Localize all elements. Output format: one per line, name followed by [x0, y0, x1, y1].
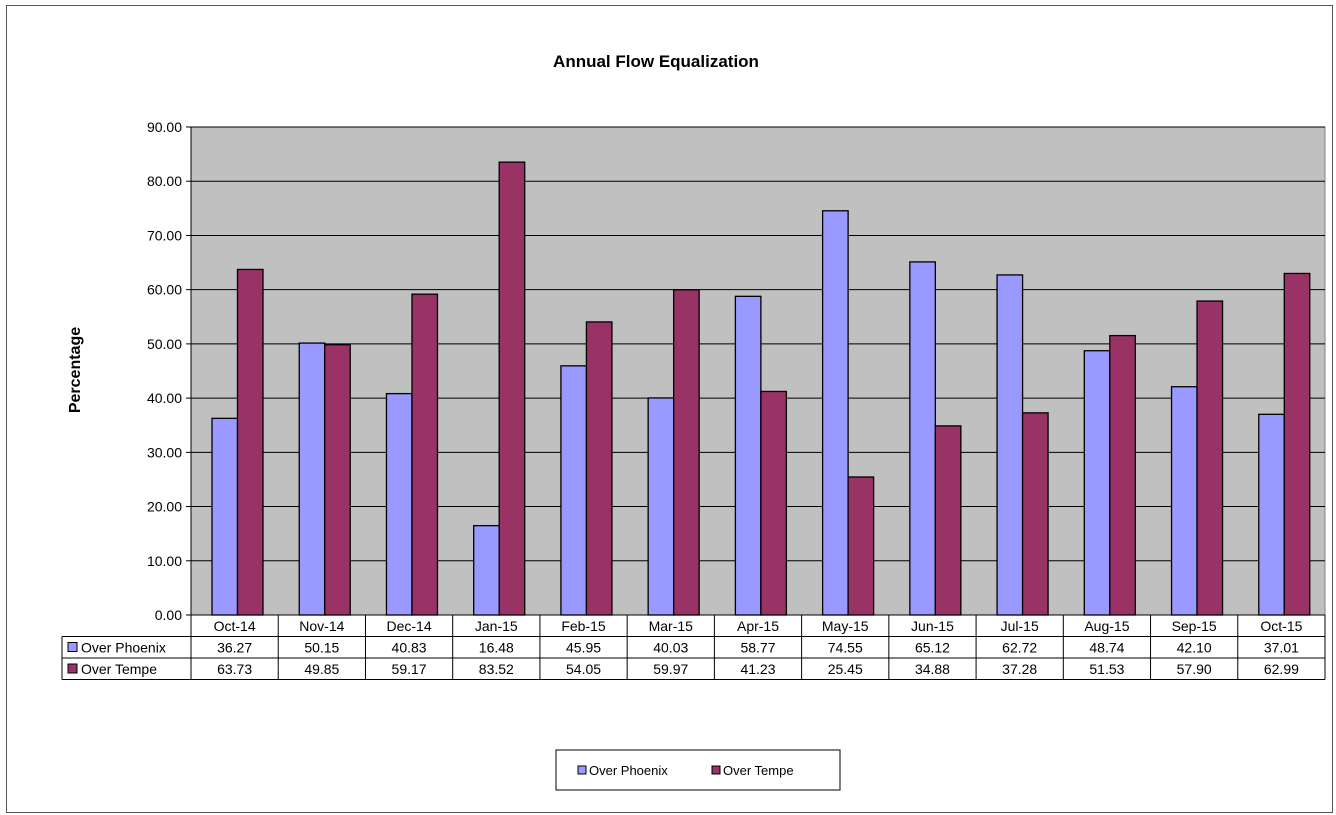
table-value: 36.27: [217, 640, 252, 656]
y-tick-label: 60.00: [147, 282, 182, 298]
y-tick-label: 90.00: [147, 119, 182, 135]
table-value: 58.77: [740, 640, 775, 656]
bar-over-tempe: [1196, 300, 1224, 616]
table-legend-swatch: [67, 642, 78, 652]
bar-over-phoenix: [1170, 386, 1198, 616]
category-label: Nov-14: [299, 618, 344, 634]
table-value: 37.28: [1002, 661, 1037, 677]
category-label: Oct-14: [214, 618, 256, 634]
bar-over-tempe: [498, 161, 526, 616]
table-value: 59.97: [653, 661, 688, 677]
category-label: Apr-15: [737, 618, 779, 634]
y-axis-label: Percentage: [67, 327, 84, 413]
chart-title: Annual Flow Equalization: [553, 52, 759, 71]
bar-over-phoenix: [734, 295, 762, 616]
table-value: 74.55: [828, 640, 863, 656]
y-tick-label: 50.00: [147, 336, 182, 352]
table-value: 42.10: [1177, 640, 1212, 656]
bar-over-tempe: [585, 321, 613, 616]
bar-over-tempe: [1021, 412, 1049, 616]
table-series-name: Over Tempe: [81, 661, 157, 677]
legend-label: Over Tempe: [723, 763, 794, 778]
table-value: 83.52: [479, 661, 514, 677]
bar-over-phoenix: [1083, 350, 1111, 616]
bar-over-tempe: [760, 390, 788, 616]
bar-over-phoenix: [560, 365, 588, 616]
bar-over-tempe: [411, 293, 439, 616]
table-value: 62.99: [1264, 661, 1299, 677]
category-label: Jul-15: [1001, 618, 1039, 634]
table-value: 16.48: [479, 640, 514, 656]
table-value: 51.53: [1089, 661, 1124, 677]
table-value: 49.85: [304, 661, 339, 677]
y-tick-label: 70.00: [147, 227, 182, 243]
bar-over-tempe: [1283, 272, 1311, 616]
category-label: May-15: [822, 618, 869, 634]
bar-over-phoenix: [647, 397, 675, 616]
bar-over-tempe: [847, 476, 875, 616]
category-label: Feb-15: [561, 618, 606, 634]
bar-over-tempe: [673, 289, 700, 616]
bar-over-phoenix: [821, 210, 849, 616]
table-value: 65.12: [915, 640, 950, 656]
bar-over-phoenix: [909, 261, 936, 616]
category-label: Jan-15: [475, 618, 518, 634]
y-tick-label: 10.00: [147, 553, 182, 569]
category-label: Mar-15: [649, 618, 694, 634]
bar-over-tempe: [1109, 334, 1136, 616]
y-tick-label: 20.00: [147, 499, 182, 515]
y-tick-label: 80.00: [147, 173, 182, 189]
legend-label: Over Phoenix: [589, 763, 668, 778]
bar-over-phoenix: [1258, 413, 1285, 616]
legend-swatch: [577, 765, 587, 775]
bar-over-phoenix: [996, 274, 1024, 616]
category-label: Sep-15: [1172, 618, 1217, 634]
bar-over-phoenix: [473, 524, 500, 616]
table-value: 59.17: [392, 661, 427, 677]
bar-over-phoenix: [385, 392, 413, 616]
table-value: 54.05: [566, 661, 601, 677]
table-value: 45.95: [566, 640, 601, 656]
y-tick-label: 30.00: [147, 444, 182, 460]
table-series-name: Over Phoenix: [81, 640, 166, 656]
legend-swatch: [711, 765, 721, 775]
y-tick-label: 0.00: [155, 607, 182, 623]
category-label: Jun-15: [911, 618, 954, 634]
y-tick-label: 40.00: [147, 390, 182, 406]
category-label: Oct-15: [1260, 618, 1302, 634]
table-value: 34.88: [915, 661, 950, 677]
table-value: 63.73: [217, 661, 252, 677]
table-value: 40.83: [392, 640, 427, 656]
table-value: 50.15: [304, 640, 339, 656]
table-value: 37.01: [1264, 640, 1299, 656]
bar-over-tempe: [934, 425, 962, 616]
bar-over-tempe: [236, 268, 264, 616]
table-value: 25.45: [828, 661, 863, 677]
table-value: 40.03: [653, 640, 688, 656]
table-value: 41.23: [740, 661, 775, 677]
table-legend-swatch: [67, 663, 78, 674]
legend-box: [555, 749, 841, 791]
category-label: Aug-15: [1084, 618, 1129, 634]
bar-over-tempe: [324, 344, 351, 616]
table-value: 48.74: [1089, 640, 1124, 656]
table-value: 57.90: [1177, 661, 1212, 677]
bar-over-phoenix: [211, 417, 239, 616]
table-value: 62.72: [1002, 640, 1037, 656]
bar-over-phoenix: [298, 342, 326, 616]
category-label: Dec-14: [387, 618, 432, 634]
